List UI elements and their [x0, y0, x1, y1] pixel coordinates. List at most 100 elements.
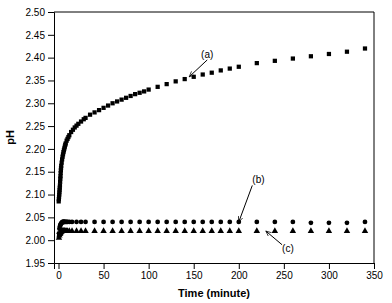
x-axis-tick-mark: [194, 263, 195, 269]
plot-area: [56, 46, 368, 239]
point: [146, 220, 151, 225]
point: [290, 220, 295, 225]
y-axis-tick-label: 2.30: [26, 98, 46, 109]
annotation-arrow: [189, 60, 207, 77]
x-axis-tick-label: 300: [321, 270, 338, 281]
point: [147, 87, 151, 91]
point: [181, 227, 187, 233]
point: [97, 108, 101, 112]
x-axis-tick: 0: [56, 263, 62, 281]
point: [362, 227, 368, 233]
x-axis-tick-mark: [284, 263, 285, 269]
point: [110, 220, 115, 225]
point: [145, 227, 151, 233]
point: [327, 52, 331, 56]
point: [83, 116, 87, 120]
point: [109, 227, 115, 233]
point: [118, 227, 124, 233]
point: [191, 220, 196, 225]
point: [201, 72, 205, 76]
point: [79, 220, 84, 225]
annotation-text: (b): [252, 174, 264, 185]
point: [228, 66, 232, 70]
point: [345, 50, 349, 54]
point: [309, 220, 314, 225]
point: [58, 183, 62, 187]
annotations: (a)(b)(c): [189, 49, 294, 254]
point: [106, 103, 110, 107]
y-axis-line: [48, 13, 55, 264]
x-axis-tick: 250: [276, 263, 293, 281]
point: [110, 101, 114, 105]
point: [83, 220, 88, 225]
point: [227, 220, 232, 225]
point: [128, 220, 133, 225]
point: [236, 227, 242, 233]
point: [272, 227, 278, 233]
y-axis-tick-label: 2.05: [26, 212, 46, 223]
x-axis-tick-mark: [149, 263, 150, 269]
y-axis-tick: 2.20: [26, 144, 54, 155]
point: [291, 56, 295, 60]
y-axis-tick: 2.15: [26, 166, 54, 177]
point: [88, 113, 92, 117]
x-axis-tick-label: 100: [141, 270, 158, 281]
point: [119, 98, 123, 102]
point: [82, 227, 88, 233]
y-axis-tick-label: 2.25: [26, 121, 46, 132]
x-axis-tick-label: 150: [186, 270, 203, 281]
y-axis-tick-label: 2.50: [26, 7, 46, 18]
point: [200, 220, 205, 225]
point: [363, 220, 368, 225]
point: [163, 227, 169, 233]
annotation-text: (a): [201, 49, 213, 60]
y-axis-tick-label: 2.00: [26, 235, 46, 246]
point: [91, 227, 97, 233]
y-axis-tick-label: 2.35: [26, 75, 46, 86]
x-axis-tick: 100: [141, 263, 158, 281]
point: [127, 227, 133, 233]
point: [101, 106, 105, 110]
point: [154, 227, 160, 233]
y-axis-tick-mark: [48, 172, 54, 173]
y-axis-tick: 2.35: [26, 75, 54, 86]
point: [192, 75, 196, 79]
point: [200, 227, 206, 233]
y-axis: 1.952.002.052.102.152.202.252.302.352.40…: [26, 7, 55, 269]
y-axis-tick-mark: [48, 217, 54, 218]
point: [70, 220, 75, 225]
point: [92, 110, 96, 114]
y-axis-tick: 2.40: [26, 52, 54, 63]
point: [254, 220, 259, 225]
series-triangle: [56, 227, 368, 239]
y-axis-title: pH: [4, 130, 16, 145]
series-circle: [57, 220, 368, 236]
point: [237, 65, 241, 69]
y-axis-tick-mark: [48, 12, 54, 13]
x-axis-tick-mark: [104, 263, 105, 269]
y-axis-tick: 1.95: [26, 258, 54, 269]
point: [115, 99, 119, 103]
annotation-arrow: [266, 231, 282, 245]
point: [138, 91, 142, 95]
y-axis-tick-label: 2.45: [26, 30, 46, 41]
x-axis-tick: 350: [366, 263, 383, 281]
point: [326, 227, 332, 233]
point: [254, 227, 260, 233]
x-axis: 0 50 100 150 200 250 300 350: [55, 263, 384, 281]
point: [327, 220, 332, 225]
point: [142, 89, 146, 93]
point: [218, 220, 223, 225]
y-axis-tick: 2.50: [26, 7, 54, 18]
x-axis-tick: 50: [99, 263, 111, 281]
y-axis-tick-mark: [48, 35, 54, 36]
point: [101, 220, 106, 225]
point: [209, 220, 214, 225]
x-axis-tick: 200: [231, 263, 248, 281]
point: [136, 227, 142, 233]
y-axis-tick-label: 2.20: [26, 144, 46, 155]
y-axis-tick-mark: [48, 58, 54, 59]
point: [218, 227, 224, 233]
point: [173, 220, 178, 225]
x-axis-tick: 300: [321, 263, 338, 281]
